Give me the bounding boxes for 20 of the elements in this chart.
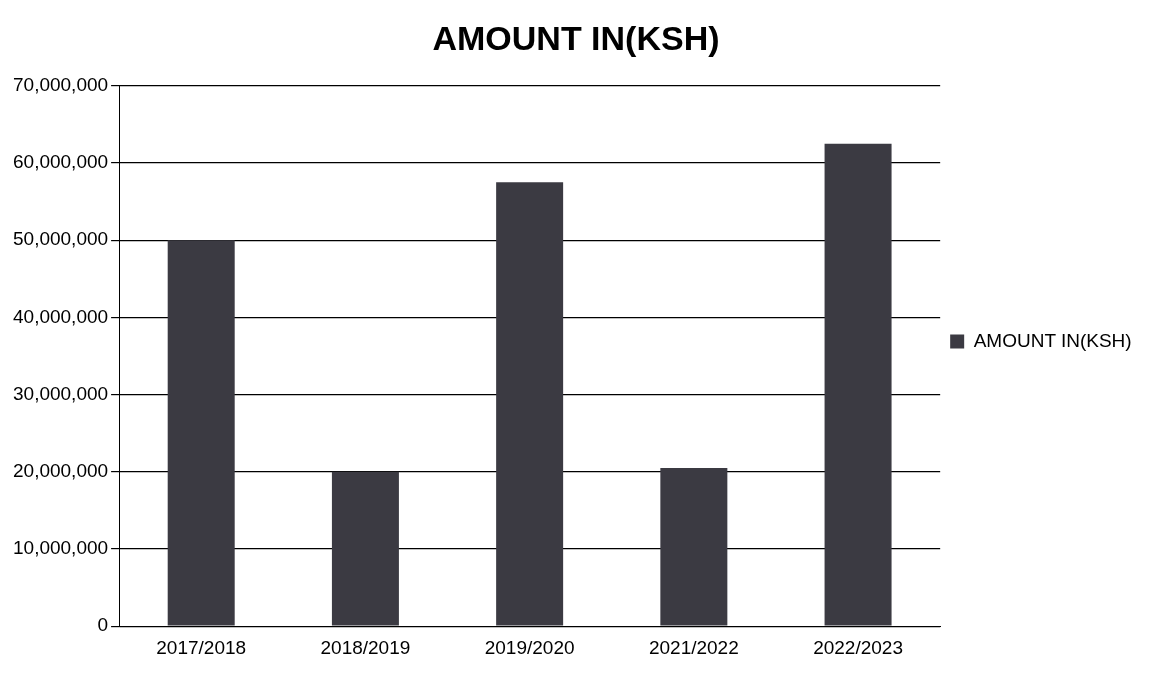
x-tick-label: 2017/2018 [156, 636, 247, 658]
y-tick-label: 60,000,000 [13, 151, 109, 173]
y-tick-label: 30,000,000 [13, 382, 109, 404]
y-tick-label: 0 [97, 614, 109, 636]
y-tick-label: 50,000,000 [13, 228, 109, 250]
legend-label: AMOUNT IN(KSH) [973, 329, 1132, 351]
x-tick-label: 2021/2022 [648, 636, 739, 658]
bar [167, 240, 235, 626]
y-tick-label: 40,000,000 [13, 305, 109, 327]
bar [331, 471, 399, 626]
bar [660, 467, 728, 626]
x-tick-label: 2022/2023 [813, 636, 903, 658]
bar [824, 143, 892, 626]
x-tick-label: 2019/2020 [484, 636, 575, 658]
y-tick-label: 10,000,000 [13, 537, 109, 559]
bar [496, 182, 564, 626]
y-tick-label: 20,000,000 [13, 460, 109, 482]
x-tick-label: 2018/2019 [320, 636, 411, 658]
chart-title: AMOUNT IN(KSH) [432, 18, 720, 57]
y-tick-label: 70,000,000 [13, 74, 109, 96]
